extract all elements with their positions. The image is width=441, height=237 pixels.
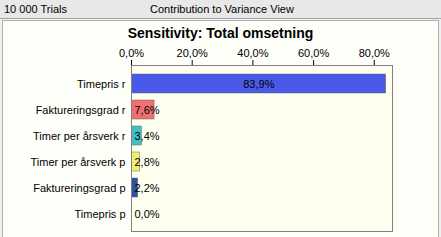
svg-text:0,0%: 0,0% [135,208,160,220]
svg-text:20,0%: 20,0% [177,47,208,59]
svg-text:83,9%: 83,9% [243,78,274,90]
svg-text:2,2%: 2,2% [135,182,160,194]
svg-text:80,0%: 80,0% [359,47,390,59]
svg-text:3,4%: 3,4% [135,130,160,142]
svg-text:Faktureringsgrad p: Faktureringsgrad p [33,182,125,194]
svg-text:7,6%: 7,6% [135,104,160,116]
svg-text:2,8%: 2,8% [135,156,160,168]
svg-text:60,0%: 60,0% [298,47,329,59]
svg-text:40,0%: 40,0% [237,47,268,59]
html-text:Contribution to Variance View: Contribution to Variance View [150,3,294,15]
svg-text:0,0%: 0,0% [119,47,144,59]
html-text:10 000 Trials: 10 000 Trials [4,3,67,15]
html-text:Sensitivity: Total omsetning: Sensitivity: Total omsetning [127,25,314,41]
svg-text:Faktureringsgrad r: Faktureringsgrad r [36,104,126,116]
svg-text:Timepris r: Timepris r [77,78,126,90]
svg-text:Timepris p: Timepris p [75,208,126,220]
svg-text:Timer per årsverk p: Timer per årsverk p [31,156,126,168]
svg-text:Timer per årsverk r: Timer per årsverk r [33,130,126,142]
